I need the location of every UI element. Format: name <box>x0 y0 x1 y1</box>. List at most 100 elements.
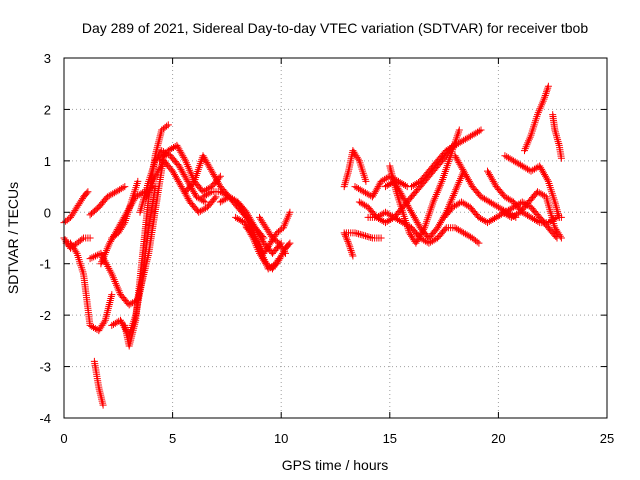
data-point <box>86 255 94 263</box>
y-tick-label: 1 <box>44 154 51 169</box>
data-point <box>344 237 352 245</box>
data-point <box>457 175 464 183</box>
data-point <box>164 121 172 129</box>
data-point <box>475 239 483 247</box>
data-point <box>120 220 128 228</box>
data-point <box>543 86 551 94</box>
data-point <box>147 182 155 190</box>
data-point <box>540 95 548 103</box>
y-tick-label: -1 <box>39 257 51 272</box>
data-point <box>256 246 264 254</box>
data-point <box>534 218 542 225</box>
data-point <box>354 155 362 163</box>
axis-ticks <box>63 57 608 419</box>
x-tick-label: 25 <box>600 431 614 446</box>
data-point <box>557 154 565 162</box>
data-point <box>261 257 269 265</box>
x-axis-label: GPS time / hours <box>282 457 389 473</box>
series-s19 <box>256 213 289 257</box>
chart-title: Day 289 of 2021, Sidereal Day-to-day VTE… <box>82 20 589 36</box>
data-point <box>72 248 80 256</box>
data-point <box>347 247 355 254</box>
data-point <box>114 285 122 293</box>
series-s4 <box>90 357 107 409</box>
data-point <box>108 291 116 299</box>
data-point <box>345 241 353 249</box>
data-point <box>543 88 550 96</box>
series-s12 <box>143 157 220 216</box>
data-point <box>343 236 351 244</box>
data-point <box>186 168 194 176</box>
data-point <box>362 232 369 240</box>
series-s20 <box>340 147 370 191</box>
series-s22 <box>342 229 385 242</box>
data-point <box>377 234 385 242</box>
series-s3 <box>62 239 116 335</box>
data-point <box>100 318 108 326</box>
data-point <box>556 232 564 240</box>
data-point <box>78 235 86 243</box>
data-point <box>433 189 441 197</box>
data-point <box>541 93 549 101</box>
y-tick-label: -2 <box>39 308 51 323</box>
data-point <box>109 272 117 280</box>
data-point <box>282 249 289 257</box>
data-point <box>98 258 106 266</box>
y-tick-labels: -4 -3 -2 -1 0 1 2 3 <box>39 51 51 426</box>
x-tick-label: 0 <box>60 431 67 446</box>
series-s30 <box>440 198 561 242</box>
y-tick-label: -4 <box>39 411 51 426</box>
data-point <box>446 199 454 207</box>
series-s33 <box>501 152 563 221</box>
data-point <box>544 82 552 90</box>
data-point <box>436 183 444 191</box>
data-point <box>346 245 354 253</box>
y-tick-label: 0 <box>44 205 51 220</box>
data-point <box>349 252 357 260</box>
data-point <box>88 254 96 262</box>
data-point <box>99 401 107 409</box>
data-point <box>542 90 550 98</box>
data-point <box>473 238 481 246</box>
data-point <box>348 250 356 258</box>
data-point <box>477 126 485 134</box>
series-s11 <box>136 147 209 216</box>
y-tick-label: 3 <box>44 51 51 66</box>
series-s5 <box>86 183 129 219</box>
data-point <box>452 186 460 194</box>
data-point <box>86 234 94 242</box>
series-s9 <box>108 177 142 242</box>
data-point <box>401 182 409 189</box>
x-tick-label: 15 <box>383 431 397 446</box>
data-point <box>553 134 561 142</box>
data-point <box>343 171 351 179</box>
data-point <box>84 188 92 196</box>
data-point <box>163 122 171 130</box>
data-points <box>60 82 565 409</box>
x-tick-labels: 0 5 10 15 20 25 <box>60 431 614 446</box>
data-point <box>145 187 153 195</box>
data-point <box>121 183 129 191</box>
data-point <box>543 176 551 184</box>
data-point <box>182 157 190 165</box>
data-point <box>103 247 110 255</box>
data-point <box>83 189 91 197</box>
series-s8 <box>108 183 159 340</box>
data-point <box>201 198 209 206</box>
data-point <box>211 194 219 202</box>
data-point <box>184 163 192 170</box>
x-tick-label: 10 <box>274 431 288 446</box>
series-s28 <box>408 126 485 191</box>
data-point <box>362 177 370 185</box>
y-axis-label: SDTVAR / TECUs <box>5 182 21 294</box>
data-point <box>449 193 457 201</box>
data-point <box>112 279 120 287</box>
data-point <box>342 177 350 185</box>
series-s13 <box>156 141 224 196</box>
data-point <box>544 84 552 92</box>
series-s34 <box>521 82 552 155</box>
data-point <box>259 252 267 260</box>
data-point <box>119 184 127 192</box>
data-point <box>553 206 561 214</box>
